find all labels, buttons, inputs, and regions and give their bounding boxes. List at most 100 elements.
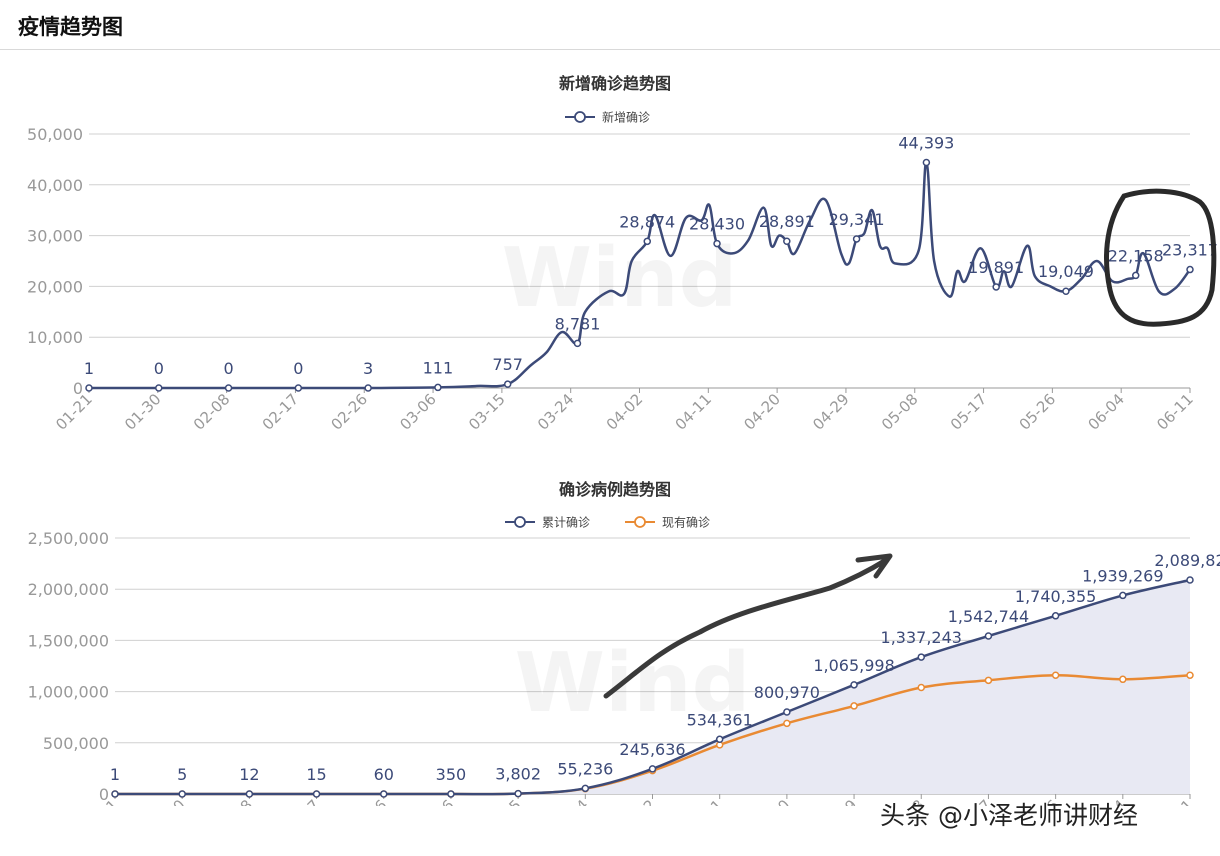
data-label: 29,341 — [829, 210, 885, 229]
data-point — [155, 384, 163, 392]
data-label: 1 — [84, 359, 94, 378]
data-label: 19,049 — [1038, 262, 1094, 281]
legend-item: 累计确诊 — [505, 516, 590, 530]
data-point — [503, 380, 512, 388]
data-point — [643, 237, 652, 246]
data-point-current — [984, 676, 993, 685]
x-tick-label: 05-08 — [878, 390, 922, 434]
data-point-total — [380, 790, 388, 798]
data-label: 1,542,744 — [948, 607, 1029, 626]
legend-label: 累计确诊 — [542, 516, 590, 530]
x-tick-label: 06-04 — [1084, 390, 1128, 434]
data-point — [85, 384, 93, 392]
data-label: 1,337,243 — [881, 628, 962, 647]
data-label: 3,802 — [495, 765, 541, 784]
data-point — [573, 339, 582, 348]
data-label: 15 — [306, 765, 326, 784]
data-point-current — [1051, 671, 1060, 679]
data-label: 5 — [177, 765, 187, 784]
data-label: 19,891 — [968, 258, 1024, 277]
data-point-total — [1186, 576, 1194, 584]
source-watermark: 头条 @小泽老师讲财经 — [880, 801, 1138, 830]
y-tick-label: 0 — [73, 379, 83, 398]
data-label: 757 — [492, 355, 523, 374]
y-tick-label: 1,000,000 — [28, 683, 109, 702]
data-label: 28,430 — [689, 215, 745, 234]
data-point — [713, 239, 721, 248]
data-point — [922, 158, 931, 167]
legend-item: 现有确诊 — [625, 516, 710, 530]
y-tick-label: 1,500,000 — [28, 631, 109, 650]
data-point-total — [581, 784, 590, 793]
y-tick-label: 2,000,000 — [28, 580, 109, 599]
data-point-total — [1119, 591, 1127, 600]
y-tick-label: 10,000 — [27, 328, 83, 347]
page-title: 疫情趋势图 — [18, 15, 123, 39]
data-point-current — [917, 683, 925, 692]
data-label: 2,089,82 — [1154, 551, 1220, 570]
data-label: 0 — [154, 359, 164, 378]
data-label: 28,874 — [619, 212, 675, 231]
x-tick-label: 04-02 — [603, 390, 647, 434]
data-point — [224, 384, 233, 392]
data-point — [434, 383, 442, 392]
data-label: 0 — [293, 359, 303, 378]
data-label: 1,939,269 — [1082, 566, 1163, 585]
data-label: 3 — [363, 359, 373, 378]
x-tick-label: 04-20 — [740, 390, 784, 434]
y-tick-label: 500,000 — [43, 734, 109, 753]
data-label: 44,393 — [898, 133, 954, 152]
data-label: 8,781 — [555, 314, 601, 333]
data-point-total — [850, 681, 858, 689]
data-point — [1131, 271, 1140, 280]
y-tick-label: 30,000 — [27, 227, 83, 246]
chart-title: 新增确诊趋势图 — [559, 74, 671, 93]
data-label: 1 — [110, 765, 120, 784]
data-point-total — [111, 790, 119, 798]
legend-marker — [514, 516, 526, 528]
data-label: 22,158 — [1108, 246, 1164, 265]
x-tick-label: 01-30 — [121, 390, 165, 434]
x-tick-label: 04-11 — [672, 390, 716, 434]
wind-watermark: Wind — [502, 231, 738, 326]
data-point-total — [178, 790, 186, 798]
data-label: 350 — [436, 765, 467, 784]
legend-item: 新增确诊 — [565, 110, 650, 125]
data-label: 534,361 — [687, 710, 753, 729]
y-tick-label: 20,000 — [27, 277, 83, 296]
data-point-total — [1051, 612, 1060, 620]
data-label: 111 — [423, 358, 454, 377]
x-tick-label: 02-17 — [259, 390, 303, 434]
data-point-total — [715, 735, 724, 744]
data-point — [1186, 265, 1194, 274]
data-label: 245,636 — [619, 740, 685, 759]
data-label: 60 — [374, 765, 394, 784]
data-point-total — [917, 653, 925, 661]
series-line-new-cases — [88, 161, 1191, 390]
data-point-total — [312, 790, 321, 798]
data-label: 12 — [239, 765, 259, 784]
legend-marker — [574, 111, 586, 123]
data-point — [1062, 287, 1070, 295]
data-point-total — [447, 790, 455, 798]
legend-label: 现有确诊 — [662, 516, 710, 530]
area-fill-total — [115, 580, 1190, 795]
x-tick-label: 04-29 — [809, 390, 853, 434]
y-tick-label: 50,000 — [27, 125, 83, 144]
data-point-current — [1119, 675, 1127, 684]
data-point-current — [783, 719, 791, 728]
y-tick-label: 40,000 — [27, 176, 83, 195]
x-tick-label: 03-15 — [465, 390, 509, 434]
x-tick-label: 02-08 — [190, 390, 234, 434]
data-label: 23,317 — [1162, 241, 1218, 260]
legend-label: 新增确诊 — [602, 110, 650, 125]
grid-lines — [89, 133, 1190, 389]
data-point-current — [850, 702, 858, 710]
data-label: 1,065,998 — [813, 656, 894, 675]
x-tick-label: 05-26 — [1016, 390, 1060, 434]
data-label: 55,236 — [557, 759, 613, 778]
data-label: 1,740,355 — [1015, 587, 1096, 606]
data-point-total — [648, 765, 657, 773]
x-tick-label: 02-26 — [328, 390, 372, 434]
